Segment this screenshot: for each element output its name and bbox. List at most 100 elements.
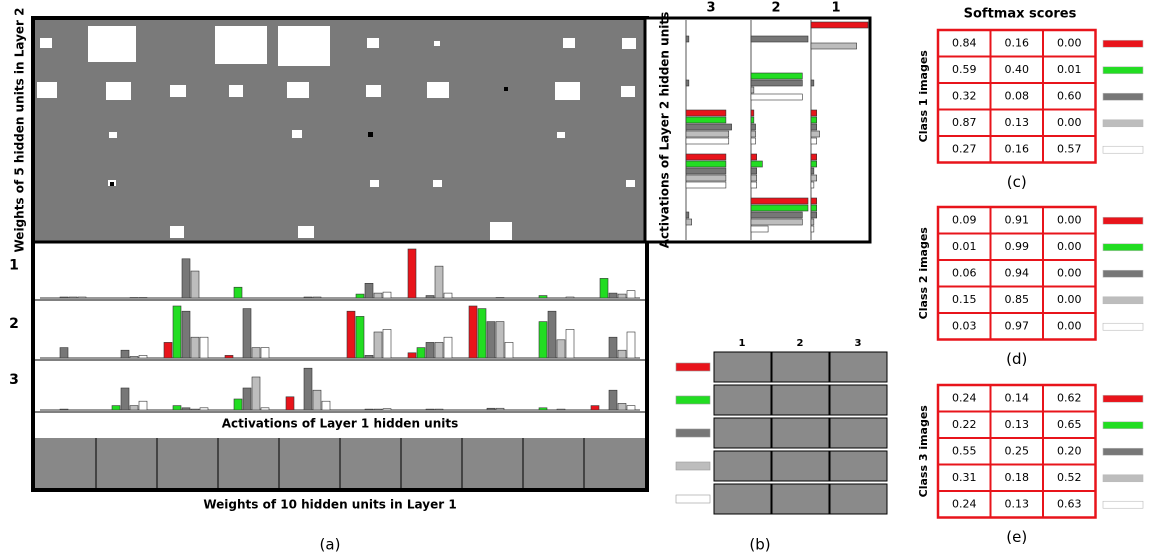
caption: (b) [749, 536, 770, 554]
bar [382, 291, 392, 299]
bar [260, 407, 270, 411]
bar [685, 211, 690, 219]
bar [443, 336, 453, 359]
bar [382, 408, 392, 411]
bar [504, 342, 514, 359]
bar [750, 86, 755, 94]
bar [242, 308, 252, 359]
bar [685, 167, 727, 175]
table-cell: 0.08 [1005, 89, 1030, 102]
table-cell: 0.60 [1057, 89, 1082, 102]
panel-a-border [31, 16, 649, 492]
weight-dot [368, 132, 373, 137]
bar [111, 405, 121, 411]
legend-swatch [1102, 269, 1144, 278]
table-cell: 0.24 [952, 391, 977, 404]
table-cell: 0.63 [1057, 497, 1082, 510]
bar [750, 153, 757, 161]
bar [810, 42, 857, 50]
layer2-panel [643, 16, 872, 244]
table-cell: 0.03 [952, 319, 977, 332]
table-cell: 0.31 [952, 471, 977, 484]
legend-swatch [1102, 66, 1144, 75]
bar [312, 389, 322, 411]
table-border [936, 383, 1097, 519]
table-cell: 0.16 [1005, 36, 1030, 49]
bar [355, 316, 365, 359]
legend-swatch [1102, 394, 1144, 403]
legend-swatch [1102, 447, 1144, 456]
bar [373, 292, 383, 299]
bar [138, 355, 148, 359]
legend-swatch [675, 461, 711, 471]
legend-swatch [675, 362, 711, 372]
bar [355, 293, 365, 299]
bar [434, 408, 444, 411]
bar [251, 376, 261, 411]
bar [565, 296, 575, 299]
bar [312, 296, 322, 299]
sample-image [771, 384, 830, 416]
row-label: Class 2 images [917, 227, 930, 320]
caption: (e) [1006, 528, 1027, 546]
bar [617, 293, 627, 299]
bar [181, 407, 191, 411]
table-cell: 0.01 [952, 240, 977, 253]
bar [599, 278, 609, 299]
legend-swatch [1102, 216, 1144, 225]
table-cell: 0.40 [1005, 63, 1030, 76]
bar [626, 290, 636, 299]
bar [685, 153, 727, 161]
row-label: Class 1 images [917, 50, 930, 143]
sample-image [713, 384, 772, 416]
bar [163, 342, 173, 359]
bar [810, 123, 817, 131]
table-cell: 0.00 [1057, 319, 1082, 332]
bar [750, 116, 755, 124]
sample-image [771, 417, 830, 449]
bar [224, 355, 234, 359]
weight-squares [37, 26, 636, 240]
bar [685, 130, 730, 138]
axis-label: Weights of 5 hidden units in Layer 2 [13, 8, 27, 253]
bar [810, 167, 815, 175]
bar [810, 174, 817, 182]
bar [750, 79, 803, 87]
weight-map [35, 20, 645, 242]
sample-image [829, 450, 888, 482]
bar [685, 109, 727, 117]
bar [685, 218, 692, 226]
bar [750, 137, 756, 145]
bar [810, 181, 815, 189]
column-header: 2 [771, 1, 780, 16]
sample-image [713, 450, 772, 482]
bar [181, 258, 191, 299]
table-cell: 0.97 [1005, 319, 1030, 332]
bar [810, 211, 817, 219]
table-cell: 0.65 [1057, 418, 1082, 431]
sample-image [829, 483, 888, 515]
caption: (d) [1006, 350, 1027, 368]
bar [810, 160, 817, 168]
bar [468, 305, 478, 359]
axis-label: Activations of Layer 2 hidden units [658, 12, 672, 249]
table-cell: 0.14 [1005, 391, 1030, 404]
sample-image [771, 483, 830, 515]
weight-dot [504, 87, 508, 91]
bar [750, 35, 809, 43]
bar [407, 352, 417, 359]
table-cell: 0.22 [952, 418, 977, 431]
bar [486, 321, 496, 359]
bar [810, 225, 815, 233]
column-header: 1 [739, 338, 746, 349]
bar [810, 79, 815, 87]
legend-swatch [1102, 421, 1144, 430]
bar [750, 181, 757, 189]
bar [260, 347, 270, 359]
legend-swatch [1102, 92, 1144, 101]
bar [434, 265, 444, 299]
bar [608, 292, 618, 299]
bar [425, 295, 435, 299]
bar [190, 408, 200, 411]
bar [233, 286, 243, 299]
